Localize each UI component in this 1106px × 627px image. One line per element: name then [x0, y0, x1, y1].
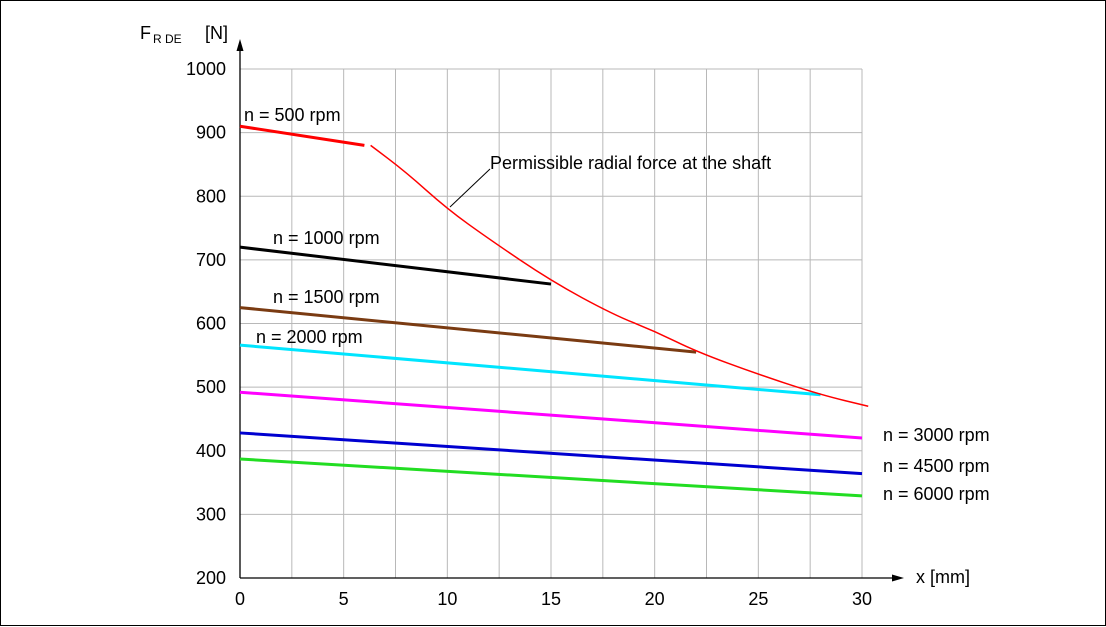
y-tick-label: 700: [196, 250, 226, 270]
x-tick-label: 30: [852, 589, 872, 609]
annotation-leader-line: [449, 168, 491, 208]
series-label: n = 1500 rpm: [273, 287, 380, 307]
series-line: [239, 306, 697, 354]
x-tick-label: 0: [235, 589, 245, 609]
limit-curve: [370, 144, 869, 407]
series-label: n = 6000 rpm: [883, 484, 990, 504]
y-tick-label: 500: [196, 377, 226, 397]
series-lines: [239, 124, 863, 498]
y-tick-label: 300: [196, 504, 226, 524]
x-axis-arrow: [892, 574, 904, 582]
x-tick-label: 25: [748, 589, 768, 609]
limit-curve-label: Permissible radial force at the shaft: [490, 153, 771, 173]
tick-labels: 0 5 10 15 20 25 30 200 300 400 500 600 700 800 900 1000: [186, 59, 872, 609]
series-line: [239, 390, 863, 440]
y-axis-arrow: [236, 39, 244, 51]
grid: [240, 68, 863, 578]
series-label: n = 2000 rpm: [256, 327, 363, 347]
series-label: n = 500 rpm: [244, 105, 341, 125]
series-line: [239, 343, 821, 397]
y-tick-label: 800: [196, 186, 226, 206]
series-line: [239, 431, 863, 476]
series-labels: n = 500 rpm n = 1000 rpm n = 1500 rpm n = 2…: [244, 105, 990, 504]
x-axis-label: x [mm]: [916, 567, 970, 587]
series-label: n = 1000 rpm: [273, 228, 380, 248]
y-axis-label-subscript: R DE: [153, 32, 182, 46]
y-tick-label: 200: [196, 568, 226, 588]
x-tick-label: 20: [645, 589, 665, 609]
y-axis-label-unit: [N]: [205, 23, 228, 43]
series-label: n = 4500 rpm: [883, 456, 990, 476]
x-tick-label: 5: [339, 589, 349, 609]
series-label: n = 3000 rpm: [883, 425, 990, 445]
x-tick-label: 10: [437, 589, 457, 609]
x-tick-label: 15: [541, 589, 561, 609]
y-axis-label: F: [140, 23, 151, 43]
y-tick-label: 400: [196, 441, 226, 461]
series-line: [239, 245, 552, 286]
limit-curve-group: Permissible radial force at the shaft: [370, 144, 869, 407]
axes: [236, 39, 904, 582]
y-tick-label: 900: [196, 123, 226, 143]
y-tick-label: 1000: [186, 59, 226, 79]
series-line: [239, 124, 365, 147]
y-tick-label: 600: [196, 314, 226, 334]
series-line: [239, 457, 863, 498]
